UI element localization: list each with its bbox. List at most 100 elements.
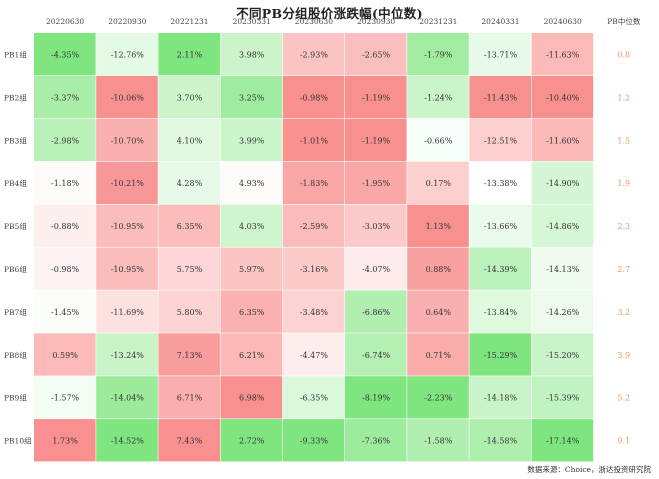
- cell-value-label: -10.95%: [111, 265, 145, 274]
- column-header: 20221231: [170, 17, 208, 26]
- cell-value-label: -1.24%: [424, 93, 453, 102]
- column-header: 20220930: [108, 17, 146, 26]
- heatmap-cell: [158, 333, 220, 376]
- cell-value-label: -0.98%: [300, 93, 329, 102]
- cell-value-label: 6.71%: [177, 394, 203, 403]
- cell-value-label: -1.18%: [51, 179, 80, 188]
- heatmap-cell: [282, 290, 345, 333]
- heatmap-cell: [282, 204, 345, 247]
- cell-value-label: 5.97%: [239, 265, 265, 274]
- cell-value-label: -9.33%: [300, 437, 329, 446]
- cell-value-label: -6.74%: [362, 351, 391, 360]
- cell-value-label: -1.45%: [51, 308, 80, 317]
- heatmap-cell: [96, 333, 158, 376]
- heatmap-cell: [34, 333, 96, 376]
- cell-value-label: -13.84%: [484, 308, 518, 317]
- heatmap-cell: [345, 161, 407, 204]
- column-header: 20231231: [419, 17, 457, 26]
- cell-value-label: 3.98%: [239, 50, 265, 59]
- column-header: 20230331: [233, 17, 271, 26]
- pb-median-value: 1.9: [617, 179, 630, 188]
- heatmap-cell: [158, 33, 220, 76]
- heatmap-cell: [407, 75, 469, 119]
- heatmap-cell: [96, 75, 158, 119]
- cell-value-label: -14.13%: [546, 265, 580, 274]
- heatmap-cell: [345, 333, 407, 376]
- pb-median-value: 0.8: [617, 50, 630, 59]
- heatmap-cell: [469, 118, 531, 162]
- heatmap-cell: [158, 204, 220, 247]
- heatmap-cell: [469, 75, 531, 119]
- heatmap-cell: [282, 333, 345, 376]
- cell-value-label: -14.58%: [484, 437, 518, 446]
- heatmap-cell: [158, 118, 220, 162]
- row-label: PB7组: [4, 307, 27, 317]
- cell-value-label: -0.88%: [51, 222, 80, 231]
- heatmap-cell: [531, 204, 594, 247]
- cell-value-label: -10.70%: [111, 136, 145, 145]
- pb-median-value: 3.2: [617, 308, 630, 317]
- pb-median-value: 3.9: [617, 351, 630, 360]
- cell-value-label: -14.86%: [546, 222, 580, 231]
- heatmap-cell: [407, 247, 469, 290]
- heatmap-cell: [531, 333, 594, 376]
- cell-value-label: 1.13%: [426, 222, 452, 231]
- cell-value-label: 2.72%: [239, 437, 265, 446]
- heatmap-cell: [96, 118, 158, 162]
- heatmap-cell: [407, 419, 469, 462]
- heatmap-cell: [220, 376, 283, 419]
- cell-value-label: -11.69%: [111, 308, 145, 317]
- heatmap-cell: [282, 161, 345, 204]
- heatmap-cell: [531, 75, 594, 119]
- pb-median-value: 2.3: [617, 222, 630, 231]
- cell-value-label: 1.73%: [52, 437, 78, 446]
- cell-value-label: 4.28%: [177, 179, 203, 188]
- pb-median-value: 5.2: [617, 394, 630, 403]
- heatmap-cell: [469, 161, 531, 204]
- heatmap-cell: [158, 247, 220, 290]
- cell-value-label: -3.37%: [51, 93, 80, 102]
- cell-value-label: -4.47%: [300, 351, 329, 360]
- heatmap-cell: [407, 161, 469, 204]
- cell-value-label: 0.71%: [426, 351, 452, 360]
- cell-value-label: -12.51%: [484, 136, 518, 145]
- heatmap-cell: [282, 419, 345, 462]
- cell-value-label: -10.40%: [546, 93, 580, 102]
- row-label: PB8组: [4, 350, 27, 360]
- cell-value-label: -11.63%: [546, 50, 580, 59]
- cell-value-label: 5.75%: [177, 265, 203, 274]
- cell-value-label: -13.38%: [484, 179, 518, 188]
- heatmap-cell: [531, 161, 594, 204]
- cell-value-label: -2.59%: [300, 222, 329, 231]
- cell-value-label: -2.23%: [424, 394, 453, 403]
- cell-value-label: 3.70%: [177, 93, 203, 102]
- cell-value-label: 6.35%: [239, 308, 265, 317]
- cell-value-label: -1.83%: [300, 179, 329, 188]
- heatmap-cell: [220, 247, 283, 290]
- heatmap-cell: [220, 333, 283, 376]
- cell-value-label: 0.59%: [52, 351, 78, 360]
- cell-value-label: 3.25%: [239, 93, 265, 102]
- heatmap-cell: [96, 247, 158, 290]
- heatmap-cell: [220, 290, 283, 333]
- heatmap-cell: [282, 376, 345, 419]
- row-label: PB5组: [4, 221, 27, 231]
- cell-value-label: -8.19%: [362, 394, 391, 403]
- cell-value-label: -17.14%: [546, 437, 580, 446]
- heatmap-cell: [158, 161, 220, 204]
- heatmap-cell: [34, 161, 96, 204]
- cell-value-label: 3.99%: [239, 136, 265, 145]
- cell-value-label: 4.93%: [239, 179, 265, 188]
- cell-value-label: -11.60%: [546, 136, 580, 145]
- pb-median-value: 1.2: [617, 93, 630, 102]
- cell-value-label: -4.07%: [362, 265, 391, 274]
- heatmap-cell: [345, 33, 407, 76]
- heatmap-cell: [469, 247, 531, 290]
- heatmap-cell: [34, 376, 96, 419]
- heatmap-cell: [220, 118, 283, 162]
- heatmap-cell: [282, 33, 345, 76]
- pb-median-value: 9.1: [617, 437, 630, 446]
- heatmap-cell: [34, 118, 96, 162]
- heatmap-cell: [345, 75, 407, 119]
- heatmap-cell: [96, 290, 158, 333]
